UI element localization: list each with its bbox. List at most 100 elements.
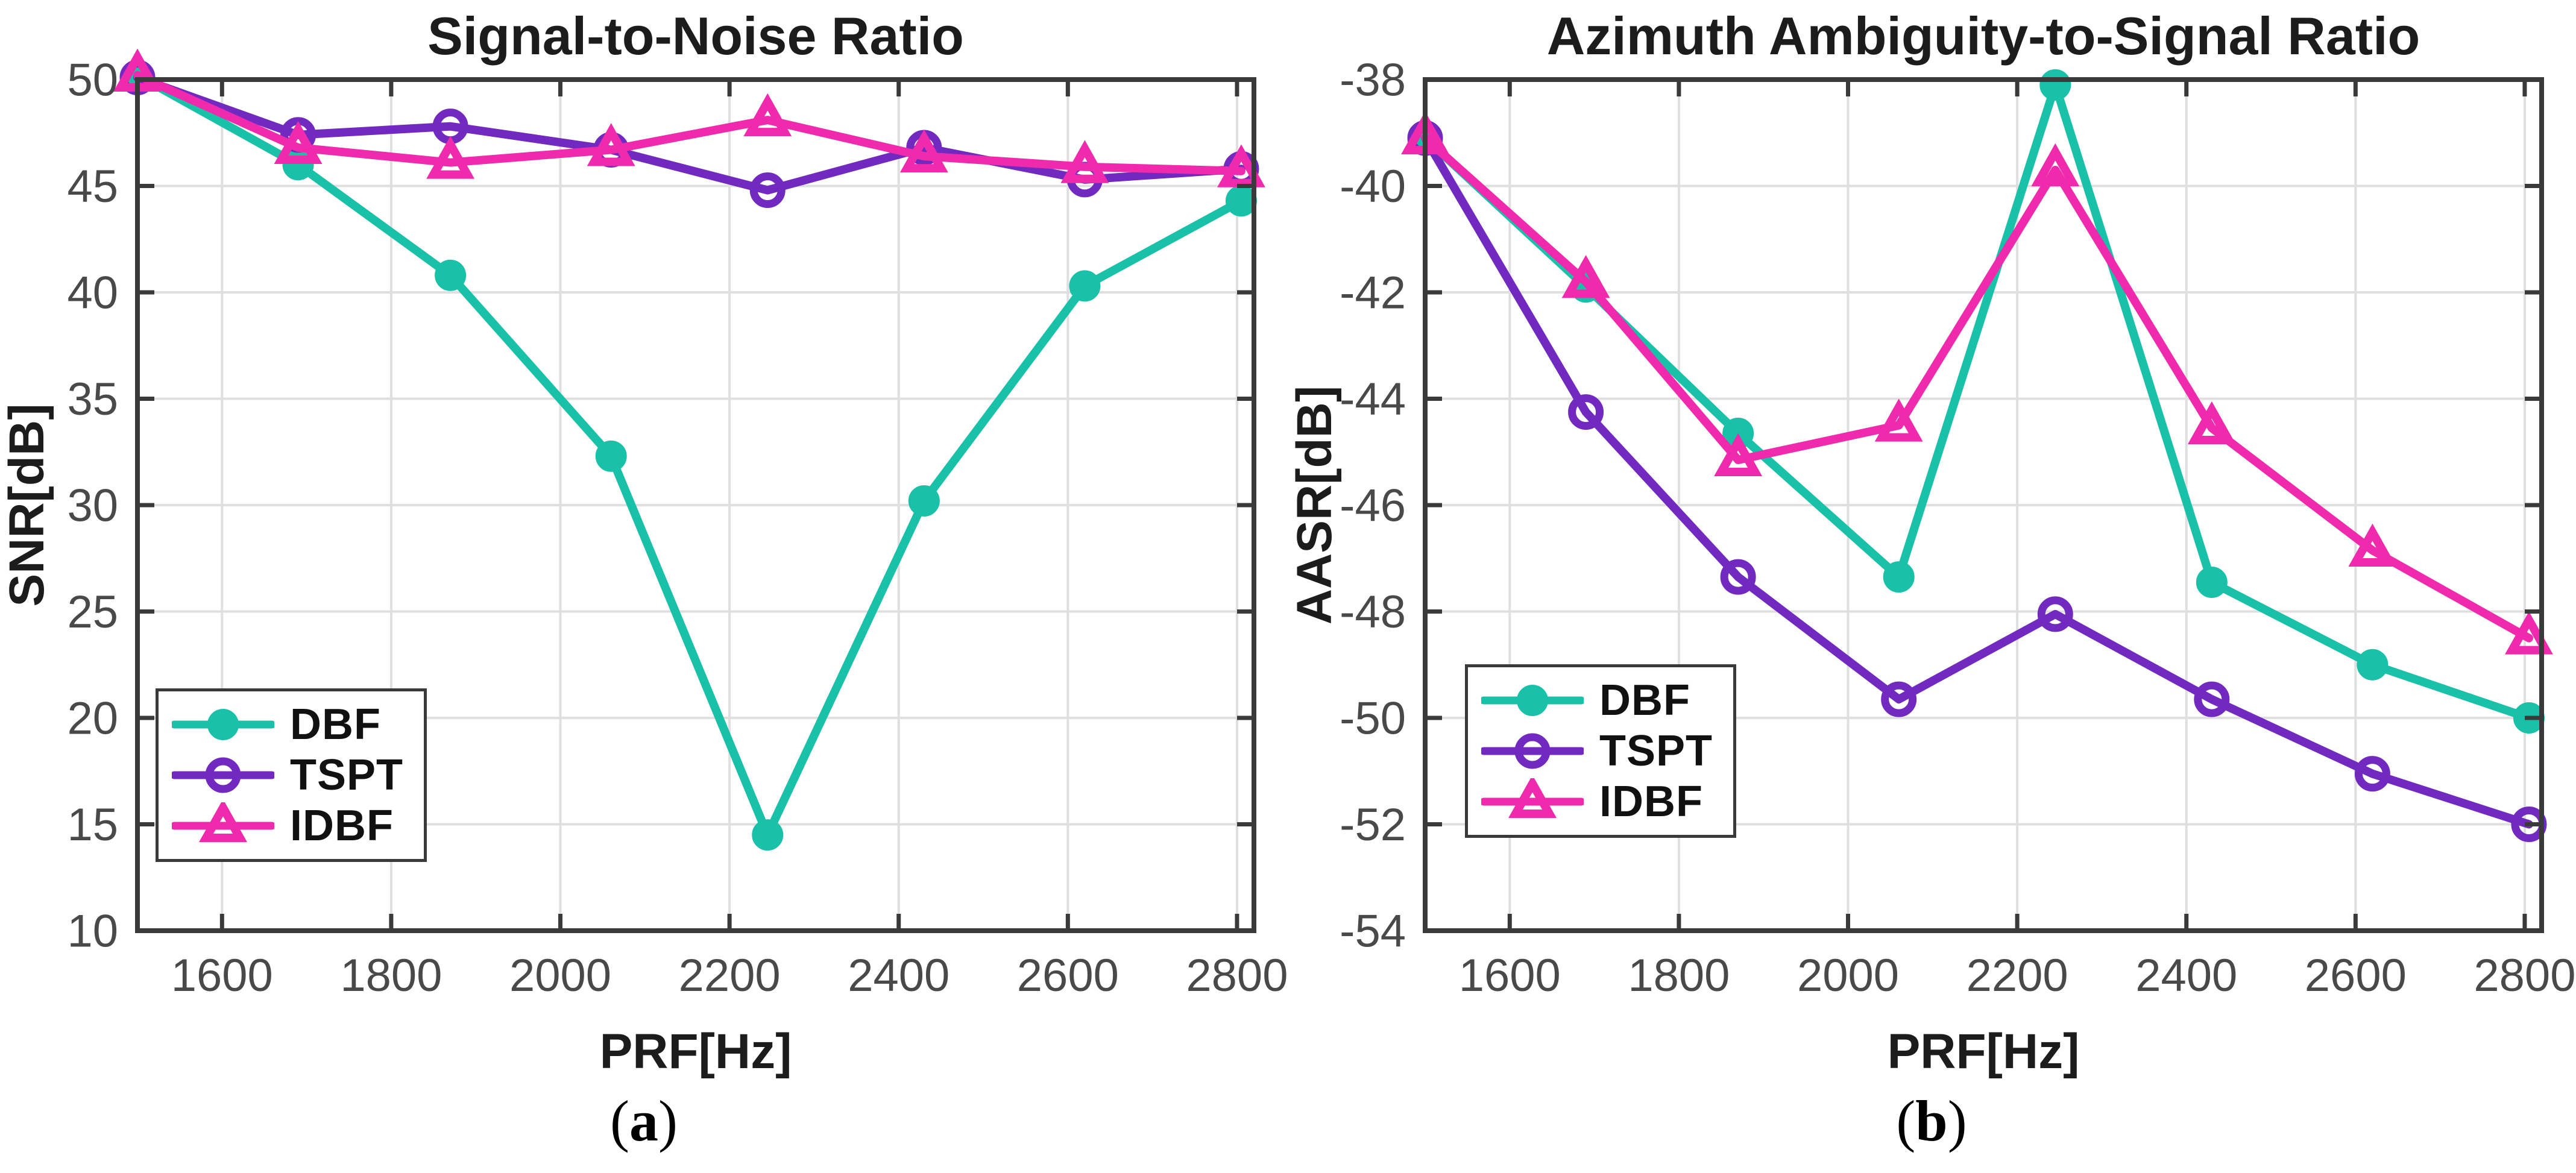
legend-item-idbf: IDBF [1481,778,1713,826]
y-tick-label: 15 [67,799,118,851]
x-tick-label: 1600 [1459,950,1561,1001]
y-tick-label: 10 [67,906,118,957]
legend-label-dbf: DBF [290,700,381,749]
legend-swatch-idbf [1481,778,1584,818]
marker-filled-circle [2196,566,2228,598]
chart-title: Azimuth Ambiguity-to-Signal Ratio [1547,6,2420,66]
marker-open-triangle [587,123,635,166]
marker-filled-circle [1225,185,1257,217]
series-line-idbf [1421,134,2533,643]
caption-b-close: ) [1947,1089,1967,1153]
marker-filled-circle [207,709,239,740]
series-line-dbf [133,71,1245,840]
y-tick-label: 50 [67,55,118,106]
x-tick-label: 2800 [1186,950,1288,1001]
marker-open-circle [2354,756,2390,792]
marker-filled-circle [1069,270,1101,302]
legend-swatch-idbf [172,802,274,842]
marker-open-triangle [1508,778,1557,818]
marker-open-triangle [199,802,247,842]
y-tick-label: -54 [1340,906,1406,957]
marker-open-circle [1881,681,1917,717]
y-axis-label: AASR[dB] [1287,386,1342,624]
caption-a-close: ) [658,1089,678,1153]
marker-open-triangle [2505,611,2553,655]
legend-swatch-dbf [172,709,274,740]
series-line-tspt [1421,134,2533,829]
marker-open-triangle [2031,143,2080,187]
marker-open-circle [1568,394,1604,430]
legend-item-tspt: TSPT [1481,727,1713,775]
y-tick-label: 40 [67,268,118,319]
marker-open-triangle [1874,398,1923,442]
x-tick-label: 2000 [1797,950,1899,1001]
marker-open-circle [2194,681,2230,717]
legend-item-dbf: DBF [172,700,403,749]
marker-filled-circle [1517,685,1548,716]
y-tick-label: -38 [1340,55,1406,106]
marker-open-triangle [1060,140,1109,183]
x-tick-label: 2600 [1017,950,1119,1001]
legend-label-idbf: IDBF [290,802,394,850]
x-tick-label: 1600 [171,950,273,1001]
marker-open-circle [205,757,241,793]
y-tick-label: 20 [67,693,118,744]
marker-open-triangle [899,129,948,173]
figure-panel-b: 1600 1800 2000 2200 2400 2600 2800 -54 -52 -50 -48… [1287,0,2575,1173]
series-line-idbf [133,71,1245,175]
marker-filled-circle [595,440,627,472]
y-tick-label: -48 [1340,586,1406,638]
caption-a: (a) [0,1087,1288,1154]
x-tick-label: 2000 [509,950,611,1001]
caption-a-open: ( [610,1089,629,1153]
marker-filled-circle [752,819,784,851]
marker-open-circle [1720,559,1756,595]
legend: DBF TSPT IDBF [156,688,427,862]
marker-filled-circle [435,259,467,291]
y-tick-label: -42 [1340,268,1406,319]
marker-filled-circle [2357,649,2389,681]
marker-open-triangle [2187,401,2236,445]
x-axis-label: PRF[Hz] [1888,1024,2080,1079]
marker-open-triangle [426,136,475,179]
marker-filled-circle [2039,69,2071,101]
legend-item-idbf: IDBF [172,802,403,850]
y-tick-label: -52 [1340,799,1406,851]
legend-item-tspt: TSPT [172,751,404,799]
x-tick-label: 2800 [2474,950,2575,1001]
legend-swatch-tspt [172,757,274,793]
legend-label-tspt: TSPT [290,751,404,799]
y-tick-label: 45 [67,161,118,212]
x-tick-label: 2200 [679,950,781,1001]
marker-open-triangle [743,93,792,137]
caption-b-open: ( [1896,1089,1916,1153]
legend-label-tspt: TSPT [1599,727,1713,775]
marker-open-triangle [1217,144,1265,187]
snr-chart: 1600 1800 2000 2200 2400 2600 2800 10 15 20 25 30 35… [0,6,1288,1079]
x-axis-label: PRF[Hz] [600,1024,792,1079]
y-tick-label: -50 [1340,693,1406,744]
series-line-tspt [133,73,1245,195]
y-tick-label: 35 [67,374,118,425]
chart-title: Signal-to-Noise Ratio [427,6,964,66]
marker-open-circle [749,172,786,209]
marker-filled-circle [1883,561,1915,593]
aasr-chart: 1600 1800 2000 2200 2400 2600 2800 -54 -52 -50 -48… [1287,6,2575,1079]
y-tick-label: 25 [67,586,118,638]
legend-swatch-tspt [1481,733,1584,769]
x-tick-label: 1800 [340,950,442,1001]
marker-open-circle [1514,733,1551,769]
legend-swatch-dbf [1481,685,1584,716]
legend-item-dbf: DBF [1481,676,1713,725]
x-tick-label: 2600 [2305,950,2407,1001]
legend-label-idbf: IDBF [1599,778,1703,826]
marker-open-circle [2037,596,2073,632]
caption-b-letter: b [1915,1089,1948,1153]
legend: DBF TSPT IDBF [1465,664,1737,838]
y-tick-label: 30 [67,480,118,532]
y-tick-label: -40 [1340,161,1406,212]
y-tick-label: -46 [1340,480,1406,532]
marker-open-triangle [1714,433,1763,476]
marker-open-triangle [1561,255,1610,298]
marker-open-triangle [2348,523,2397,567]
